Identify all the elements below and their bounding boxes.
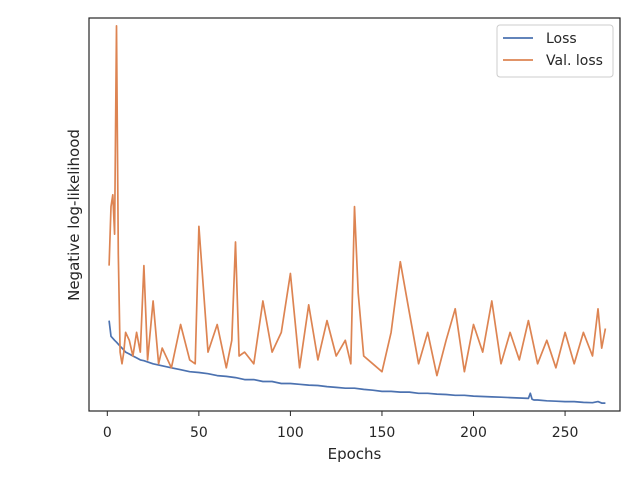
y-axis-label: Negative log-likelihood — [65, 129, 83, 301]
x-axis-ticks: 0 50 100 150 200 250 — [103, 411, 579, 441]
series-line-loss — [108, 320, 606, 404]
legend-label-loss: Loss — [546, 31, 577, 47]
x-tick-label: 200 — [460, 425, 487, 441]
x-tick-label: 0 — [103, 425, 112, 441]
legend: Loss Val. loss — [496, 24, 614, 78]
legend-label-val-loss: Val. loss — [546, 53, 603, 69]
x-tick-label: 50 — [190, 425, 208, 441]
series-line-val-loss — [108, 25, 607, 377]
x-axis-label: Epochs — [328, 445, 382, 463]
x-tick-label: 150 — [369, 425, 396, 441]
series-layer — [108, 25, 607, 404]
x-tick-label: 100 — [277, 425, 304, 441]
x-tick-label: 250 — [552, 425, 579, 441]
